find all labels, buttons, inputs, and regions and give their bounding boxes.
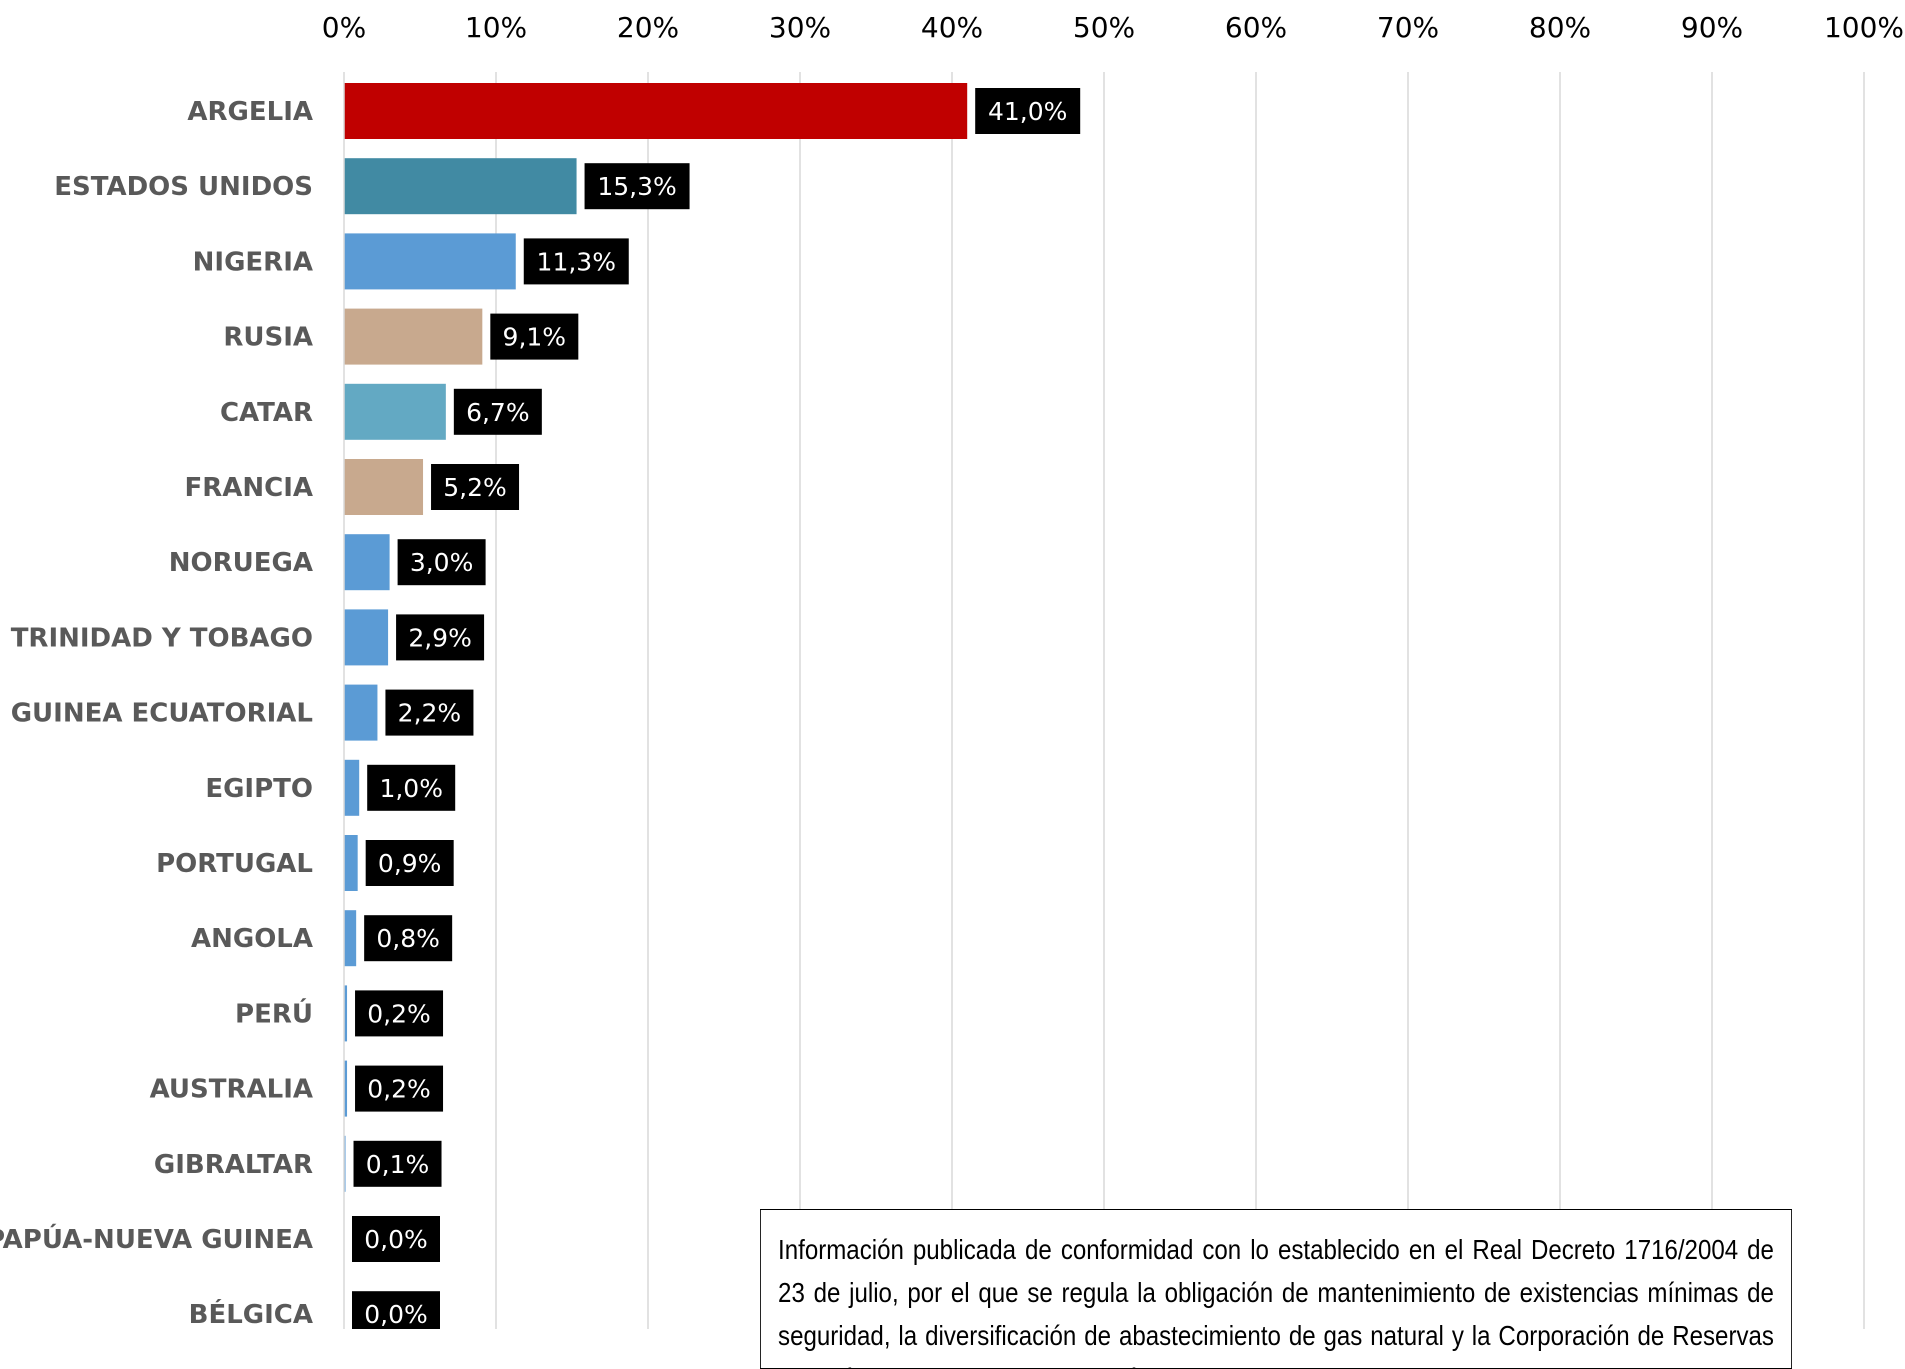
bar — [344, 759, 360, 816]
category-label: GUINEA ECUATORIAL — [11, 699, 313, 729]
bar — [344, 1060, 348, 1117]
data-label: 1,0% — [379, 774, 443, 803]
bar — [344, 910, 357, 967]
note-box: Información publicada de conformidad con… — [760, 1209, 1792, 1369]
category-label: PORTUGAL — [156, 849, 313, 879]
data-label-box — [353, 1140, 442, 1187]
category-label: BÉLGICA — [189, 1298, 313, 1329]
data-label: 0,0% — [364, 1300, 428, 1329]
category-label: ESTADOS UNIDOS — [54, 172, 313, 202]
category-label: AUSTRALIA — [150, 1075, 313, 1105]
data-label-box — [396, 614, 485, 661]
bar — [344, 684, 378, 741]
data-label-box — [365, 840, 454, 886]
x-tick-label: 60% — [1225, 11, 1287, 44]
data-label: 0,8% — [376, 924, 440, 953]
data-label: 2,9% — [408, 623, 472, 652]
bar — [344, 459, 424, 515]
data-label-box — [355, 1065, 444, 1112]
bar — [344, 308, 483, 365]
category-label: PAPÚA-NUEVA GUINEA — [0, 1223, 313, 1255]
category-label: PERÚ — [235, 997, 313, 1029]
data-label: 6,7% — [466, 398, 530, 427]
x-tick-label: 10% — [465, 11, 527, 44]
data-label: 0,0% — [364, 1225, 428, 1254]
bar — [344, 1135, 346, 1192]
data-label-box — [523, 238, 629, 285]
bar — [344, 233, 516, 290]
data-label-box — [490, 313, 579, 360]
category-label: FRANCIA — [184, 473, 313, 503]
x-tick-label: 20% — [617, 11, 679, 44]
category-label: ARGELIA — [187, 97, 313, 127]
x-tick-label: 40% — [921, 11, 983, 44]
data-label-box — [352, 1291, 440, 1329]
data-label: 0,2% — [367, 999, 431, 1028]
x-tick-label: 70% — [1377, 11, 1439, 44]
x-tick-label: 0% — [322, 11, 366, 44]
data-label-box — [355, 990, 444, 1037]
category-label: NORUEGA — [169, 548, 313, 578]
bar — [344, 609, 389, 666]
data-label-box — [367, 764, 456, 811]
data-label-box — [385, 689, 474, 736]
data-label: 0,1% — [366, 1150, 430, 1179]
data-label: 0,2% — [367, 1075, 431, 1104]
data-label-box — [352, 1216, 440, 1262]
x-tick-label: 80% — [1529, 11, 1591, 44]
x-tick-label: 30% — [769, 11, 831, 44]
category-label: RUSIA — [223, 323, 313, 353]
data-label: 2,2% — [398, 699, 462, 728]
bar — [344, 158, 577, 215]
data-label-box — [397, 539, 486, 586]
category-label: CATAR — [220, 398, 313, 428]
bar — [344, 383, 446, 440]
data-label-box — [431, 464, 520, 510]
category-label: TRINIDAD Y TOBAGO — [11, 623, 313, 653]
category-label: GIBRALTAR — [154, 1150, 313, 1180]
data-label: 0,9% — [378, 849, 442, 878]
category-label: NIGERIA — [193, 247, 313, 277]
bar — [344, 83, 968, 139]
data-label: 11,3% — [537, 247, 616, 276]
category-label: EGIPTO — [205, 774, 313, 804]
chart: 0% 10% 20% 30% 40% 50% 60% 70% 80% 90% 100% ARGELIA… — [0, 11, 1904, 1369]
data-label: 15,3% — [597, 172, 676, 201]
bar — [344, 534, 390, 591]
data-label: 5,2% — [443, 473, 507, 502]
data-label-box — [584, 163, 690, 210]
bar — [344, 835, 358, 891]
data-label: 41,0% — [988, 97, 1067, 126]
x-tick-label: 50% — [1073, 11, 1135, 44]
x-tick-label: 90% — [1681, 11, 1743, 44]
data-label: 9,1% — [503, 323, 567, 352]
bar — [344, 985, 348, 1042]
x-tick-label: 100% — [1824, 11, 1904, 44]
data-label-box — [453, 388, 542, 435]
data-label: 3,0% — [410, 548, 474, 577]
category-label: ANGOLA — [191, 924, 313, 954]
data-label-box — [975, 88, 1081, 134]
data-label-box — [364, 915, 453, 962]
bar-chart-svg: 0% 10% 20% 30% 40% 50% 60% 70% 80% 90% 100% ARGELIA… — [0, 11, 1904, 1329]
